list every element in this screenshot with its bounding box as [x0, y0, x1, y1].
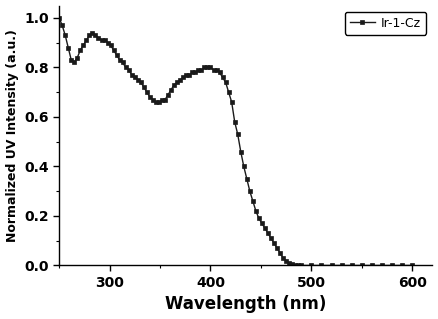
Ir-1-Cz [275, 246, 280, 250]
X-axis label: Wavelength (nm): Wavelength (nm) [165, 295, 326, 314]
Ir-1-Cz [410, 263, 415, 267]
Ir-1-Cz [299, 263, 304, 267]
Legend: Ir-1-Cz: Ir-1-Cz [345, 12, 426, 35]
Ir-1-Cz [259, 221, 265, 225]
Ir-1-Cz [57, 16, 62, 20]
Ir-1-Cz [272, 241, 277, 245]
Line: Ir-1-Cz: Ir-1-Cz [57, 16, 414, 268]
Ir-1-Cz [220, 75, 225, 79]
Y-axis label: Normalized UV Intensity (a.u.): Normalized UV Intensity (a.u.) [6, 29, 18, 242]
Ir-1-Cz [286, 261, 292, 265]
Ir-1-Cz [278, 251, 283, 255]
